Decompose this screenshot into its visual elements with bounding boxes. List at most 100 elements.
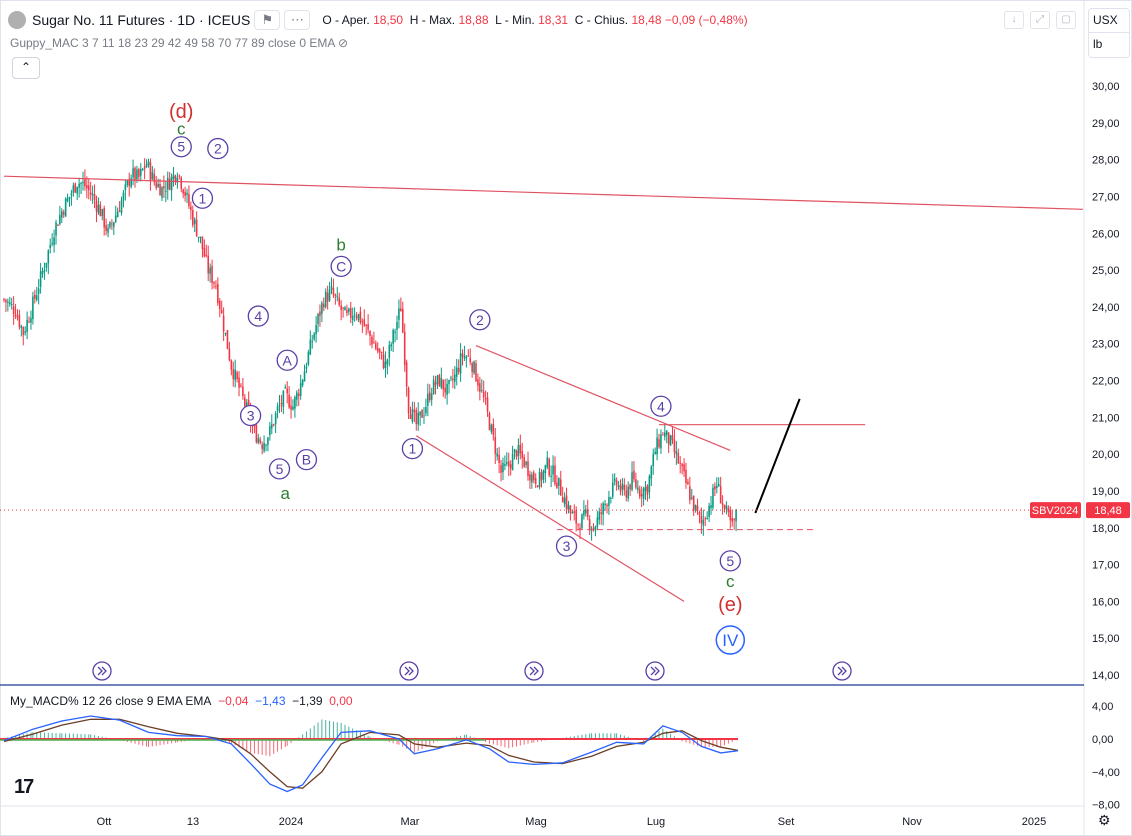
candle-body xyxy=(683,464,685,472)
candle-body xyxy=(64,198,67,217)
candle-body xyxy=(642,488,645,499)
candle-body xyxy=(349,307,352,318)
candle-body xyxy=(687,481,689,485)
candle-body xyxy=(186,192,188,195)
symbol-title[interactable]: Sugar No. 11 Futures · 1D · ICEUS xyxy=(32,12,251,28)
candle-body xyxy=(652,453,655,466)
candle-body xyxy=(363,319,366,326)
candle-body xyxy=(519,444,522,454)
candle-body xyxy=(617,485,620,487)
candle-body xyxy=(513,449,516,453)
candle-body xyxy=(101,209,104,217)
candle-body xyxy=(326,292,329,302)
eye-off-icon[interactable]: ⊘ xyxy=(338,36,349,50)
candle-body xyxy=(328,289,331,301)
y-tick-label: 30,00 xyxy=(1092,81,1120,93)
candle-body xyxy=(454,374,456,382)
x-tick-label: 2025 xyxy=(1022,816,1046,828)
candle-body xyxy=(103,208,105,228)
candle-body xyxy=(712,487,714,508)
candle-body xyxy=(392,330,394,344)
candle-body xyxy=(656,437,658,455)
candle-body xyxy=(68,196,71,199)
candle-body xyxy=(342,307,344,309)
candle-body xyxy=(714,486,716,490)
candle-body xyxy=(380,351,383,353)
candle-body xyxy=(330,286,333,290)
unit-select[interactable]: lb xyxy=(1093,37,1103,51)
candle-body xyxy=(556,482,558,488)
candle-body xyxy=(178,175,181,177)
candle-body xyxy=(39,271,42,287)
candle-body xyxy=(540,472,543,481)
candle-body xyxy=(427,393,429,406)
candle-body xyxy=(211,266,213,283)
candle-body xyxy=(592,527,595,530)
candle-body xyxy=(317,313,319,325)
candle-body xyxy=(565,495,568,509)
y-tick-label: 22,00 xyxy=(1092,376,1120,388)
more-icon[interactable]: ⋯ xyxy=(284,10,311,30)
candle-body xyxy=(165,190,167,192)
candle-body xyxy=(172,174,175,179)
candle-body xyxy=(631,472,633,490)
candle-body xyxy=(182,189,184,194)
wave-circle xyxy=(555,535,578,557)
wave-circle-major xyxy=(715,625,746,655)
candle-body xyxy=(490,424,493,432)
candle-body xyxy=(567,504,570,511)
currency-select[interactable]: USX xyxy=(1089,9,1129,33)
candle-body xyxy=(610,497,612,499)
tradingview-logo-icon[interactable]: 17 xyxy=(14,776,34,798)
candle-body xyxy=(600,512,603,514)
candle-body xyxy=(708,505,710,518)
candle-body xyxy=(361,321,364,323)
candle-body xyxy=(698,511,701,515)
trendline xyxy=(415,435,685,602)
candle-body xyxy=(494,436,497,454)
candle-body xyxy=(542,470,545,480)
guppy-indicator-legend[interactable]: Guppy_MAC 3 7 11 18 23 29 42 49 58 70 77… xyxy=(10,36,349,50)
candle-body xyxy=(301,380,304,386)
candle-body xyxy=(731,518,734,522)
candle-body xyxy=(93,194,96,201)
candle-body xyxy=(270,424,273,429)
candle-body xyxy=(95,200,98,212)
candle-body xyxy=(436,375,439,384)
candle-body xyxy=(465,356,468,359)
collapse-legend-button[interactable]: ⌃ xyxy=(12,57,40,79)
fullscreen-icon[interactable]: ⤢ xyxy=(1030,11,1050,29)
flag-icon[interactable]: ⚑ xyxy=(254,10,281,30)
candle-body xyxy=(86,184,88,189)
candle-body xyxy=(696,505,699,511)
gear-icon[interactable]: ⚙ xyxy=(1098,812,1111,828)
candle-body xyxy=(313,333,315,340)
candle-body xyxy=(702,519,705,526)
wave-circle xyxy=(276,349,298,371)
candle-body xyxy=(633,470,635,480)
candle-body xyxy=(558,477,560,486)
candle-body xyxy=(554,465,556,485)
price-tag-value-box xyxy=(1086,502,1130,519)
candle-body xyxy=(694,504,697,510)
wave-circle xyxy=(401,437,424,460)
x-tick-label: Set xyxy=(778,816,795,828)
candle-body xyxy=(168,178,171,190)
candle-body xyxy=(498,454,500,463)
candle-body xyxy=(340,305,342,310)
candle-body xyxy=(51,243,53,245)
macd-legend[interactable]: My_MACD% 12 26 close 9 EMA EMA −0,04 −1,… xyxy=(10,694,353,708)
candle-body xyxy=(174,176,177,182)
candle-body xyxy=(193,219,196,224)
wave-label: A xyxy=(283,352,293,368)
arrow-down-icon[interactable]: ↓ xyxy=(1004,11,1024,29)
unit-selector[interactable]: USX lb xyxy=(1088,8,1130,58)
candle-body xyxy=(467,355,470,357)
screenshot-icon[interactable]: ▢ xyxy=(1056,11,1076,29)
candle-body xyxy=(311,341,314,343)
candle-body xyxy=(265,444,267,446)
candle-body xyxy=(550,475,552,477)
candle-body xyxy=(531,474,533,483)
candle-body xyxy=(47,250,50,264)
